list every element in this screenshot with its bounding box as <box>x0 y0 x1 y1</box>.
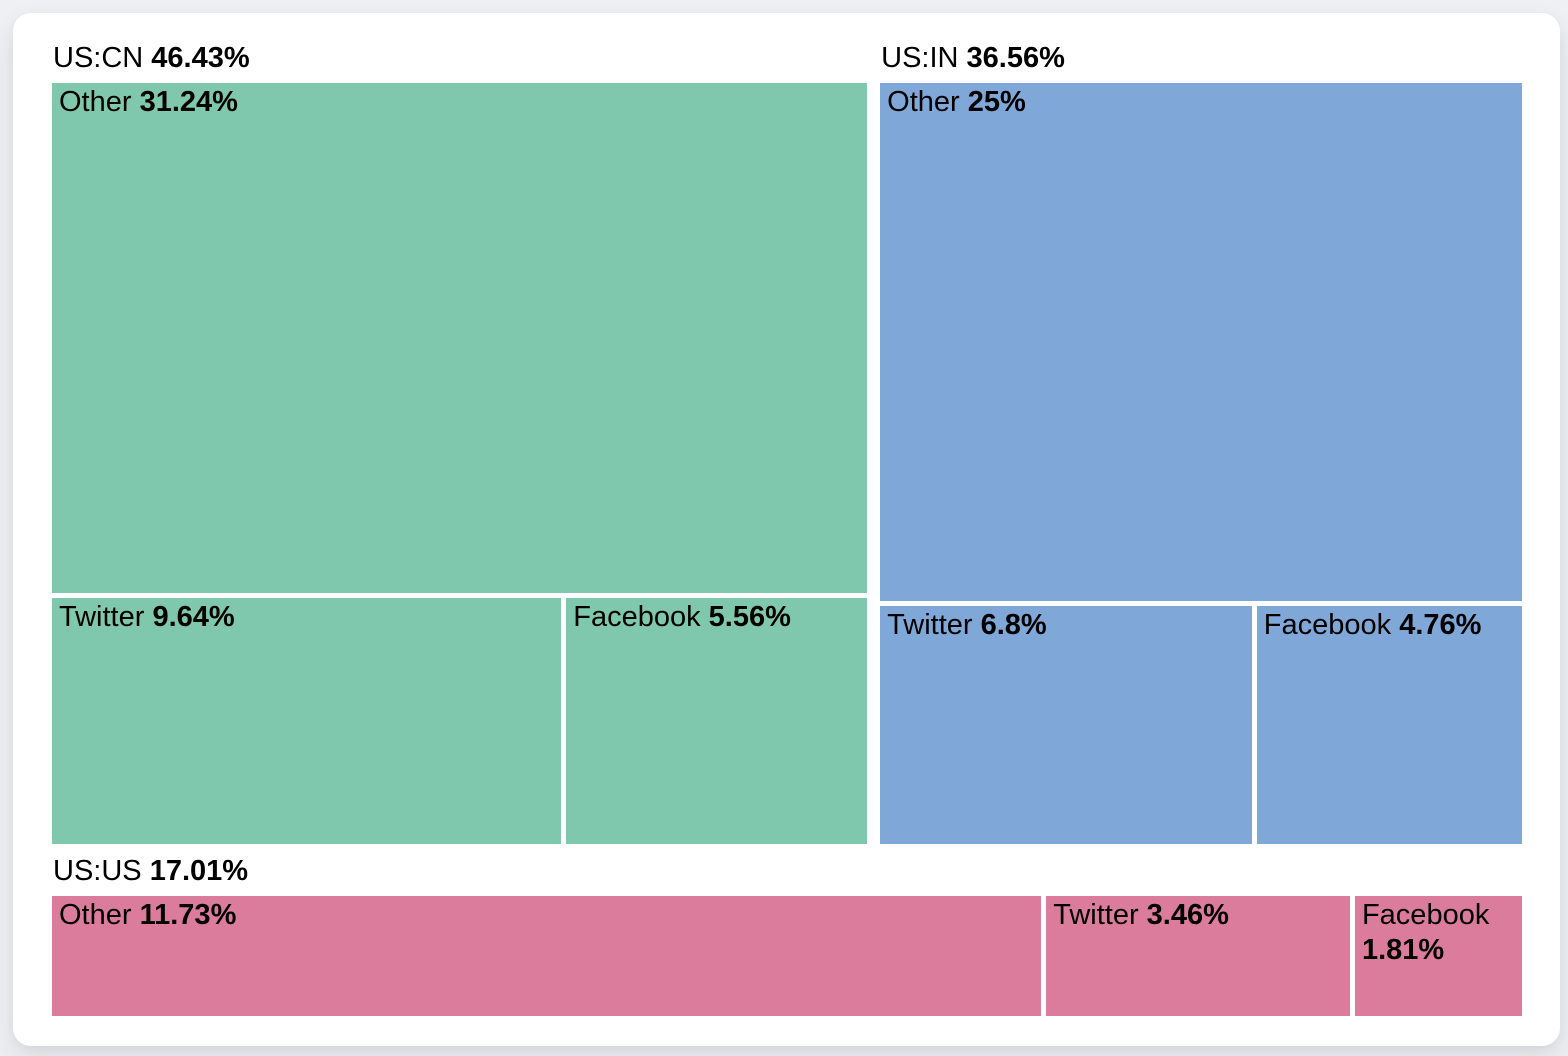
chart-card: US:CN 46.43% Other 31.24% Twitter 9.64% <box>13 13 1560 1046</box>
cell-label: Twitter <box>887 609 973 642</box>
cell-label: Twitter <box>1053 899 1139 931</box>
cell-value: 25% <box>967 86 1026 118</box>
cell-value: 1.81% <box>1361 934 1445 966</box>
cell-value: 9.64% <box>152 600 235 633</box>
group-value: 46.43% <box>151 42 250 74</box>
cell-label: Facebook <box>573 600 701 633</box>
cell-value: 4.76% <box>1399 609 1482 642</box>
treemap-top-band: US:CN 46.43% Other 31.24% Twitter 9.64% <box>52 41 1522 844</box>
cell-us-in-twitter[interactable]: Twitter 6.8% <box>880 606 1252 844</box>
group-label: US:CN <box>53 42 144 74</box>
subrow-us-cn: Twitter 9.64% Facebook 5.56% <box>52 597 868 844</box>
cell-label: Facebook <box>1361 899 1490 931</box>
group-label: US:IN <box>881 42 959 74</box>
treemap-group-us-in: US:IN 36.56% Other 25% Twitter 6.8% <box>880 41 1522 844</box>
group-header-us-us: US:US 17.01% <box>53 854 1522 888</box>
cell-value: 3.46% <box>1146 899 1229 931</box>
cell-us-cn-twitter[interactable]: Twitter 9.64% <box>52 597 562 844</box>
cell-value: 11.73% <box>139 899 237 931</box>
subrow-us-in: Twitter 6.8% Facebook 4.76% <box>880 606 1522 844</box>
cell-label: Other <box>59 899 132 931</box>
cell-us-us-facebook[interactable]: Facebook 1.81% <box>1354 896 1522 1016</box>
group-label: US:US <box>53 855 142 887</box>
treemap-group-us-cn: US:CN 46.43% Other 31.24% Twitter 9.64% <box>52 41 868 844</box>
cell-us-us-other[interactable]: Other 11.73% <box>52 896 1042 1016</box>
cell-value: 6.8% <box>980 609 1047 642</box>
cell-us-cn-facebook[interactable]: Facebook 5.56% <box>566 597 868 844</box>
cell-us-us-twitter[interactable]: Twitter 3.46% <box>1046 896 1350 1016</box>
cell-label: Twitter <box>59 600 145 633</box>
cell-value: 5.56% <box>708 600 791 633</box>
group-value: 17.01% <box>149 855 249 887</box>
cell-us-in-facebook[interactable]: Facebook 4.76% <box>1256 606 1522 844</box>
cell-label: Other <box>59 86 132 118</box>
group-box-us-cn: Other 31.24% Twitter 9.64% Facebook 5.56… <box>52 83 868 844</box>
cell-label: Facebook <box>1263 609 1392 642</box>
group-header-us-in: US:IN 36.56% <box>881 41 1522 75</box>
cell-us-in-other[interactable]: Other 25% <box>880 83 1522 602</box>
group-box-us-in: Other 25% Twitter 6.8% Facebook 4.76% <box>880 83 1522 844</box>
treemap-group-us-us: US:US 17.01% Other 11.73% Twitter 3.46% … <box>52 854 1522 1016</box>
treemap-chart: US:CN 46.43% Other 31.24% Twitter 9.64% <box>52 41 1522 1016</box>
group-box-us-us: Other 11.73% Twitter 3.46% Facebook 1.81… <box>52 896 1522 1016</box>
cell-us-cn-other[interactable]: Other 31.24% <box>52 83 868 593</box>
group-header-us-cn: US:CN 46.43% <box>53 41 867 75</box>
cell-value: 31.24% <box>139 86 238 118</box>
cell-label: Other <box>887 86 960 118</box>
group-value: 36.56% <box>966 42 1065 74</box>
